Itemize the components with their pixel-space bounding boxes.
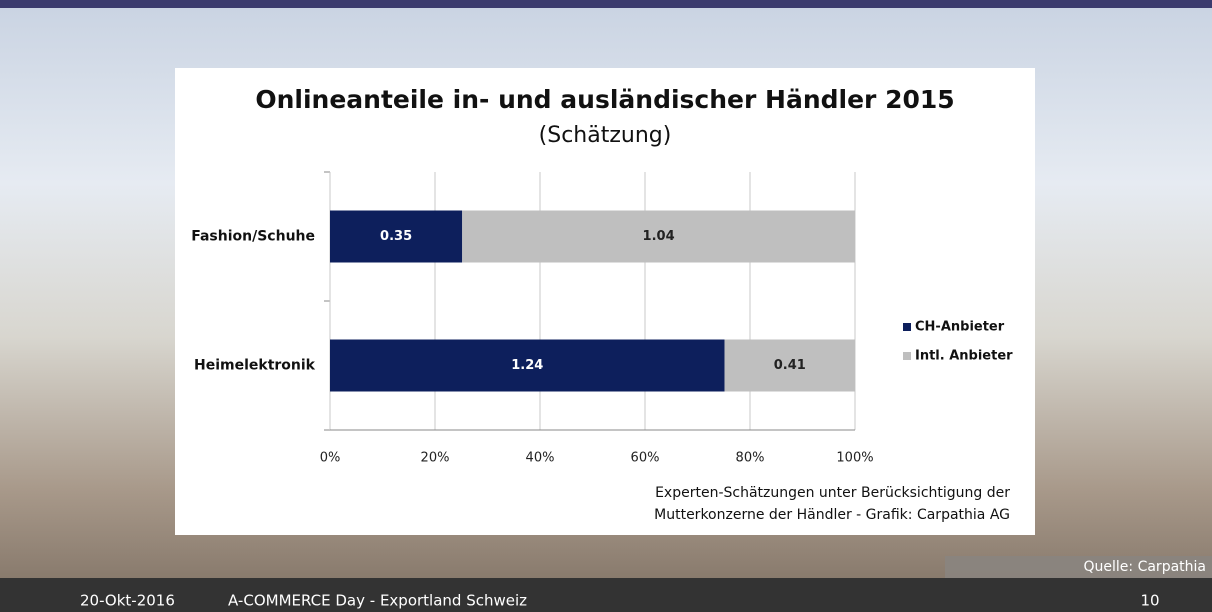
data-label: 1.04	[643, 229, 675, 244]
legend-swatch	[903, 323, 911, 331]
chart-subtitle: (Schätzung)	[539, 123, 672, 148]
footer-bar	[0, 578, 1212, 612]
legend-label: CH-Anbieter	[915, 320, 1005, 335]
legend-label: Intl. Anbieter	[915, 349, 1013, 364]
legend-swatch	[903, 352, 911, 360]
data-label: 0.41	[774, 358, 806, 373]
category-label: Heimelektronik	[194, 358, 316, 374]
x-tick-label: 40%	[526, 451, 555, 466]
footer-event: A-COMMERCE Day - Exportland Schweiz	[228, 592, 527, 610]
chart-title: Onlineanteile in- und ausländischer Händ…	[255, 85, 954, 114]
x-tick-label: 100%	[836, 451, 873, 466]
data-label: 1.24	[511, 358, 543, 373]
footer-page: 10	[1140, 592, 1159, 610]
bar-segment	[330, 339, 725, 392]
bar-segment	[462, 210, 855, 263]
x-tick-label: 60%	[631, 451, 660, 466]
x-tick-label: 0%	[320, 451, 341, 466]
category-label: Fashion/Schuhe	[191, 229, 315, 245]
note: Experten-Schätzungen unter Berücksichtig…	[655, 485, 1010, 501]
data-label: 0.35	[380, 229, 412, 244]
top-bar	[0, 0, 1212, 8]
x-tick-label: 80%	[736, 451, 765, 466]
footer-date: 20-Okt-2016	[80, 592, 175, 610]
x-tick-label: 20%	[421, 451, 450, 466]
chart-panel	[175, 68, 1035, 535]
bar-segment	[330, 210, 463, 263]
note: Mutterkonzerne der Händler - Grafik: Car…	[654, 507, 1010, 523]
source-box	[945, 556, 1212, 578]
bar-segment	[724, 339, 855, 392]
source: Quelle: Carpathia	[1084, 559, 1206, 575]
